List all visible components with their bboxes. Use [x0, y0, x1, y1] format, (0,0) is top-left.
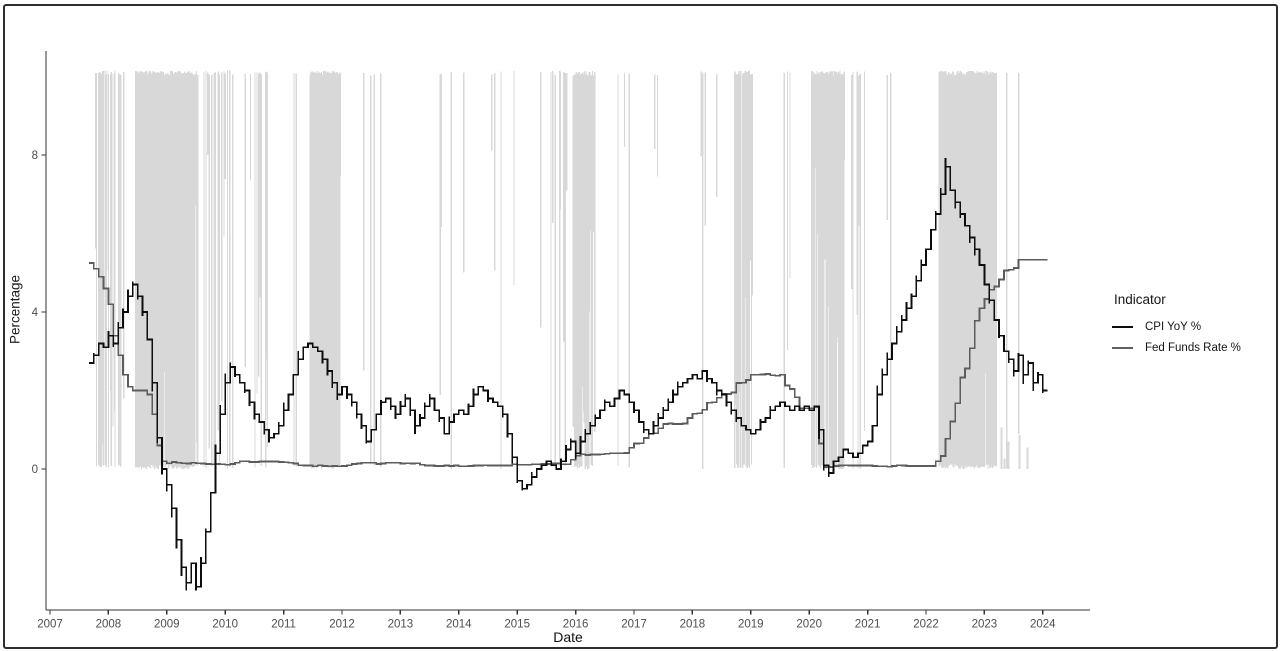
x-tick-label: 2020 — [796, 619, 822, 631]
x-tick-label: 2008 — [96, 619, 122, 631]
x-tick-label: 2019 — [738, 619, 764, 631]
y-tick-label: 4 — [32, 307, 39, 319]
y-axis-title: Percentage — [7, 274, 23, 345]
x-tick-label: 2012 — [329, 619, 355, 631]
x-tick-label: 2021 — [855, 619, 881, 631]
tick-labels: 2007 2008 2009 2010 2011 2012 2013 2014 2015 2016… — [32, 150, 1057, 631]
x-tick-label: 2009 — [154, 619, 180, 631]
x-tick-label: 2024 — [1030, 619, 1056, 631]
x-tick-label: 2023 — [972, 619, 998, 631]
x-tick-label: 2017 — [621, 619, 647, 631]
x-tick-label: 2011 — [271, 619, 296, 631]
x-tick-label: 2010 — [212, 619, 238, 631]
y-tick-label: 0 — [32, 464, 38, 476]
legend-item-cpi: CPI YoY % — [1112, 316, 1278, 337]
fed-funds-line-swatch — [1112, 346, 1133, 349]
cpi-line-swatch — [1112, 325, 1133, 328]
x-tick-label: 2014 — [446, 619, 472, 631]
x-axis-title: Date — [553, 629, 583, 645]
x-tick-label: 2016 — [563, 619, 589, 631]
legend: Indicator CPI YoY % Fed Funds Rate % — [1112, 292, 1278, 358]
y-tick-label: 8 — [32, 150, 38, 162]
legend-label-cpi: CPI YoY % — [1145, 320, 1202, 333]
x-tick-label: 2013 — [388, 619, 414, 631]
x-tick-label: 2015 — [504, 619, 530, 631]
legend-item-fed-funds: Fed Funds Rate % — [1112, 337, 1278, 358]
event-shading-bars — [95, 70, 1029, 469]
x-tick-label: 2018 — [680, 619, 706, 631]
fed-funds-rate-line — [88, 258, 1048, 468]
x-tick-label: 2007 — [37, 619, 63, 631]
cpi-yoy-line — [88, 157, 1048, 591]
axes — [41, 51, 1090, 615]
x-tick-label: 2022 — [913, 619, 939, 631]
legend-label-fed-funds: Fed Funds Rate % — [1145, 341, 1241, 354]
legend-title: Indicator — [1114, 292, 1166, 307]
